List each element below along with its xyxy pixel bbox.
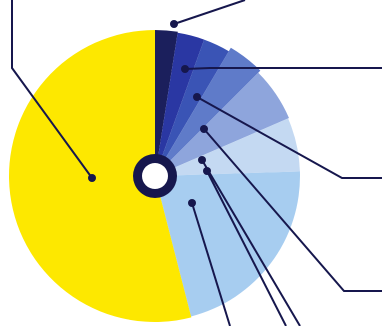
leader-line-1 — [173, 0, 246, 25]
leader-line-7 — [191, 202, 231, 326]
center-hole — [142, 163, 168, 189]
pie-slice-8 — [9, 29, 192, 322]
leader-dot-7 — [188, 199, 196, 207]
pie-slice-4 — [155, 47, 261, 177]
leader-lines — [11, 0, 382, 326]
leader-line-8 — [11, 0, 93, 179]
leader-line-2 — [184, 67, 382, 70]
leader-line-6 — [206, 170, 287, 326]
pie-slices — [9, 29, 300, 322]
leader-dot-6 — [203, 167, 211, 175]
leader-dot-8 — [88, 174, 96, 182]
pie-slice-6 — [155, 118, 300, 176]
leader-dot-3 — [193, 93, 201, 101]
pie-slice-7 — [155, 171, 300, 317]
leader-dot-1 — [170, 20, 178, 28]
pie-slice-1 — [155, 30, 178, 176]
leader-dot-2 — [181, 65, 189, 73]
leader-line-3 — [196, 96, 382, 179]
pie-slice-3 — [155, 39, 229, 176]
pie-slice-5 — [155, 72, 289, 176]
leader-dot-4 — [200, 125, 208, 133]
leader-line-4 — [203, 128, 382, 292]
leader-line-5 — [201, 159, 301, 326]
leader-dot-5 — [198, 156, 206, 164]
